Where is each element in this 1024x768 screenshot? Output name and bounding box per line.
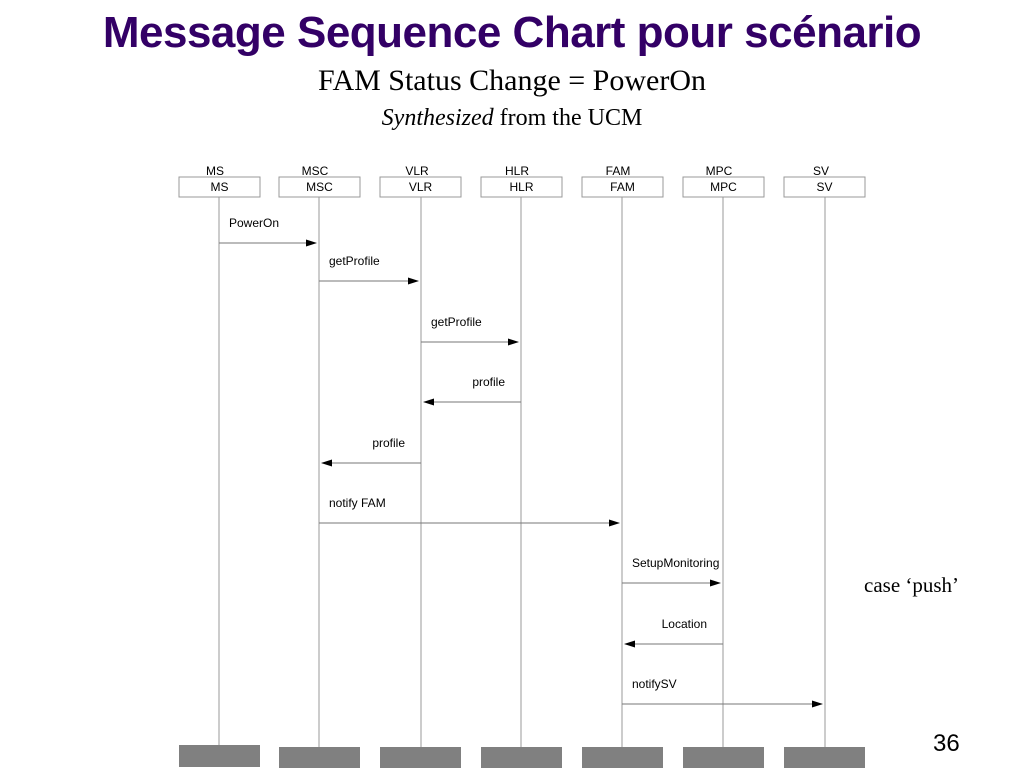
entity-end-ms [179, 745, 260, 767]
message-arrowhead [423, 398, 434, 406]
entity-end-sv [784, 747, 865, 768]
entity-end-hlr [481, 747, 562, 768]
case-annotation: case ‘push’ [864, 573, 960, 597]
entity-box-label-vlr: VLR [409, 180, 433, 194]
message-arrowhead [321, 459, 332, 467]
message-label: notify FAM [329, 496, 386, 510]
message-label: SetupMonitoring [632, 556, 719, 570]
entity-box-label-ms: MS [211, 180, 229, 194]
entity-end-mpc [683, 747, 764, 768]
message-label: getProfile [431, 315, 482, 329]
message-arrowhead [408, 277, 419, 285]
message-label: Location [662, 617, 707, 631]
message-label: getProfile [329, 254, 380, 268]
message-arrowhead [508, 338, 519, 346]
entity-box-label-hlr: HLR [509, 180, 533, 194]
entity-end-msc [279, 747, 360, 768]
entity-end-fam [582, 747, 663, 768]
entity-end-vlr [380, 747, 461, 768]
slide-title: Message Sequence Chart pour scénario [102, 8, 922, 57]
message-arrowhead [710, 579, 721, 587]
message-label: notifySV [632, 677, 677, 691]
entity-box-label-mpc: MPC [710, 180, 737, 194]
entity-label-mpc: MPC [706, 164, 733, 178]
entity-label-fam: FAM [606, 164, 631, 178]
page-number: 36 [933, 730, 960, 757]
message-arrowhead [306, 239, 317, 247]
entity-label-vlr: VLR [405, 164, 429, 178]
entity-label-hlr: HLR [505, 164, 529, 178]
message-arrowhead [624, 640, 635, 648]
synthesized-emphasis: Synthesized [381, 105, 494, 131]
message-label: PowerOn [229, 216, 279, 230]
entity-label-ms: MS [206, 164, 224, 178]
message-label: profile [372, 436, 405, 450]
message-arrowhead [609, 519, 620, 527]
entity-label-sv: SV [813, 164, 829, 178]
synthesized-rest: from the UCM [493, 105, 643, 131]
message-label: profile [472, 375, 505, 389]
synthesized-note: Synthesized from the UCM [0, 105, 1024, 132]
entity-box-label-msc: MSC [306, 180, 333, 194]
message-arrowhead [812, 700, 823, 708]
entity-box-label-fam: FAM [610, 180, 635, 194]
slide-subtitle: FAM Status Change = PowerOn [317, 64, 707, 97]
entity-label-msc: MSC [302, 164, 329, 178]
entity-box-label-sv: SV [816, 180, 832, 194]
